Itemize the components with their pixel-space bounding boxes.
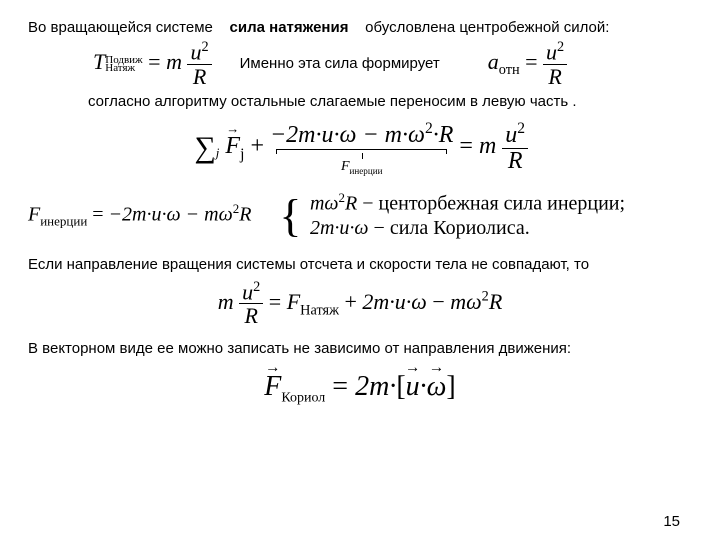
- algo-line: согласно алгоритму остальные слагаемые п…: [88, 92, 692, 112]
- intro-after: обусловлена центробежной силой:: [365, 19, 609, 36]
- inertia-brace-label-F: F: [341, 159, 350, 174]
- eq-opposite: m u2R = FНатяж + 2m·u·ω − mω2R: [218, 289, 503, 314]
- inertia-brace-label-sub: инерции: [350, 166, 383, 176]
- eq-sum-block: ∑j Fj + −2m·u·ω − m·ω2·R Fинерции = m u2…: [28, 120, 692, 176]
- intro-line: Во вращающейся системе сила натяжения об…: [28, 18, 692, 38]
- case-coriolis: 2m·u·ω − сила Кориолиса.: [310, 216, 625, 241]
- intro-before: Во вращающейся системе: [28, 19, 213, 36]
- page-number: 15: [663, 513, 680, 530]
- case-centrifugal: mω2R − центорбежная сила инерции;: [310, 190, 625, 217]
- eq-sum: ∑j Fj + −2m·u·ω − m·ω2·R Fинерции = m u2…: [192, 133, 528, 159]
- eq-a-otn: aотн = u2R: [488, 40, 567, 88]
- eq-coriolis-vector-block: FКориол = 2m·[u·ω]: [28, 365, 692, 407]
- cases-block: { mω2R − центорбежная сила инерции; 2m·u…: [279, 190, 625, 242]
- eq-coriolis-vector: FКориол = 2m·[u·ω]: [264, 371, 456, 402]
- eq-F-inertia: Fинерции = −2m·u·ω − mω2R: [28, 201, 251, 230]
- intro-bold: сила натяжения: [230, 19, 349, 36]
- middle-note: Именно эта сила формирует: [240, 54, 440, 74]
- eq-inertia-row: Fинерции = −2m·u·ω − mω2R { mω2R − центо…: [28, 190, 692, 242]
- vector-form-line: В векторном виде ее можно записать не за…: [28, 339, 692, 359]
- eq-row-1: TПодвижНатяж = m u2R Именно эта сила фор…: [93, 40, 692, 88]
- eq-opposite-block: m u2R = FНатяж + 2m·u·ω − mω2R: [28, 280, 692, 328]
- direction-line: Если направление вращения системы отсчет…: [28, 255, 692, 275]
- slide-page: Во вращающейся системе сила натяжения об…: [0, 0, 720, 540]
- eq-T-tension: TПодвижНатяж = m u2R: [93, 40, 212, 88]
